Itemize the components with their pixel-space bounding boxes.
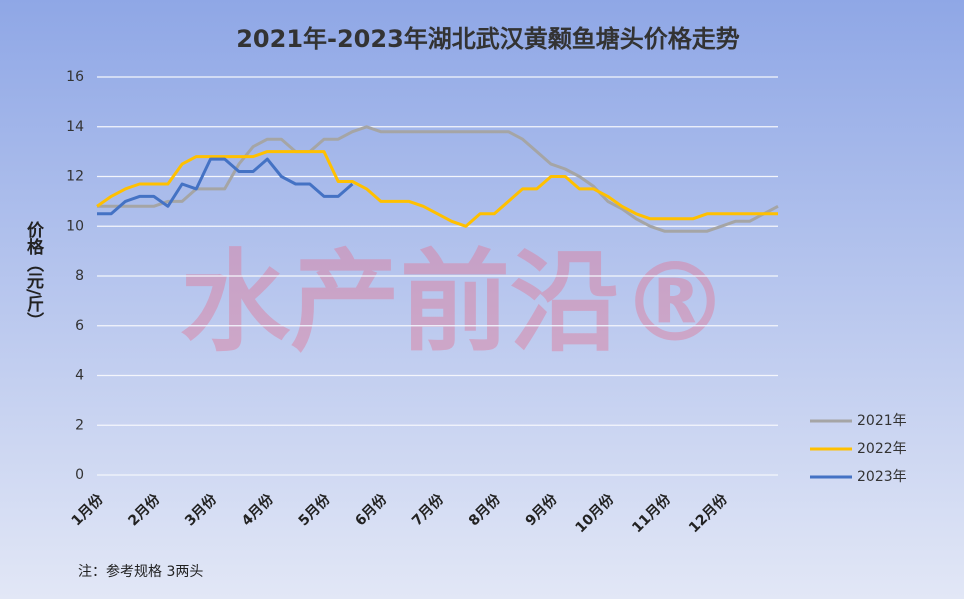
y-tick-label: 6 <box>75 318 84 334</box>
y-tick-label: 16 <box>66 69 84 85</box>
y-tick-label: 8 <box>75 268 84 284</box>
y-tick-label: 4 <box>75 368 84 384</box>
watermark: 水产前沿® <box>180 238 730 366</box>
y-tick-label: 14 <box>66 119 84 135</box>
line-series <box>97 157 354 216</box>
y-tick-label: 12 <box>66 169 84 185</box>
line-series <box>96 150 778 228</box>
note: 注：参考规格 3两头 <box>78 563 203 580</box>
legend-label: 2021年 <box>857 413 907 429</box>
legend-label: 2022年 <box>857 441 907 457</box>
line-series <box>97 125 779 233</box>
legend-label: 2023年 <box>857 469 907 485</box>
y-tick-label: 2 <box>75 417 84 433</box>
y-axis-label: 价格（元/斤） <box>23 221 44 329</box>
chart-title: 2021年-2023年湖北武汉黄颡鱼塘头价格走势 <box>236 25 740 53</box>
y-tick-label: 0 <box>75 467 84 483</box>
y-tick-label: 10 <box>66 218 84 234</box>
